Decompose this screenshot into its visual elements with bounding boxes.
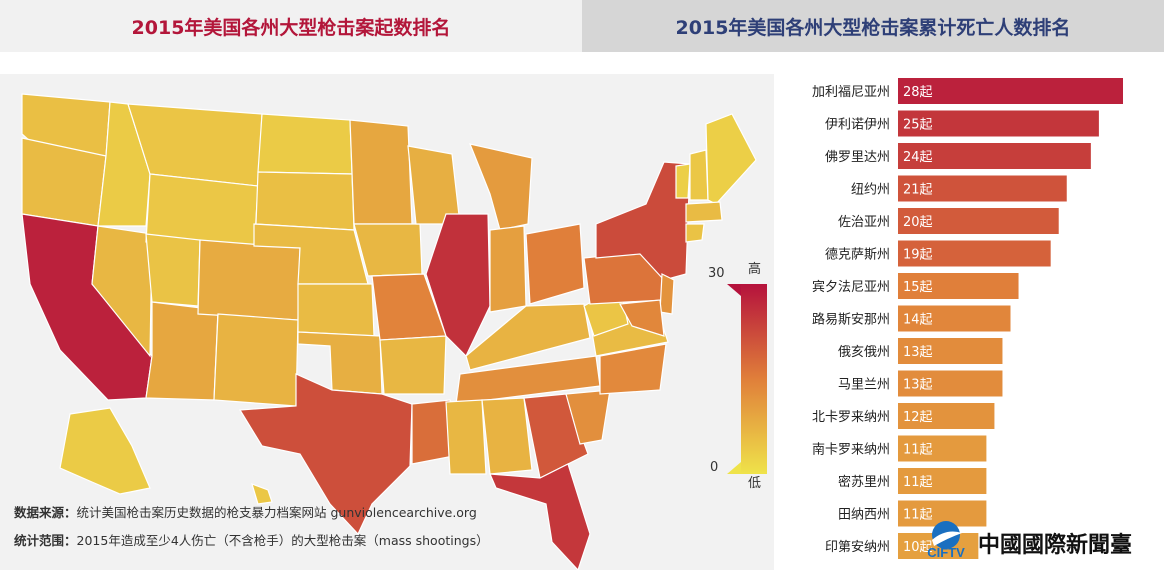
state-shapes (21, 93, 757, 570)
bar-category-label: 南卡罗来纳州 (812, 442, 890, 458)
source-note-value: 统计美国枪击案历史数据的枪支暴力档案网站 gunviolencearchive.… (76, 505, 477, 520)
maryland-state[interactable] (619, 299, 665, 337)
bar-row: 田纳西州 11起 (838, 500, 987, 527)
bar (898, 110, 1099, 137)
bar-row: 佐治亚州 20起 (838, 208, 1059, 234)
bar (898, 370, 1003, 397)
connecticut-state[interactable] (685, 223, 705, 243)
south-carolina-state[interactable] (565, 389, 611, 445)
bar-category-label: 路易斯安那州 (812, 312, 890, 328)
bar (898, 468, 987, 494)
bar-row: 纽约州 21起 (851, 175, 1067, 202)
bar (898, 143, 1091, 169)
choropleth-map-panel: 30 高 0 低 数据来源：统计美国枪击案历史数据的枪支暴力档案网站 gunvi… (0, 74, 774, 570)
bar-row: 加利福尼亚州 28起 (812, 78, 1123, 104)
bar-row: 宾夕法尼亚州 15起 (812, 273, 1019, 299)
bar-value-label: 15起 (903, 280, 933, 295)
bar-category-label: 佐治亚州 (838, 215, 890, 230)
bar (898, 240, 1051, 267)
bar-value-label: 20起 (903, 215, 933, 230)
bar-category-label: 北卡罗来纳州 (812, 410, 890, 425)
kentucky-state[interactable] (465, 303, 591, 371)
us-choropleth-map (21, 93, 767, 570)
legend-max-label: 30 (708, 266, 725, 281)
bar-value-label: 21起 (903, 183, 933, 198)
legend-min-label: 0 (710, 460, 719, 475)
bar (898, 78, 1123, 104)
vermont-state[interactable] (675, 163, 691, 199)
bar-row: 马里兰州 13起 (838, 370, 1003, 397)
bar-value-label: 14起 (903, 313, 933, 328)
source-note: 数据来源：统计美国枪击案历史数据的枪支暴力档案网站 gunviolencearc… (14, 502, 477, 521)
bar-row: 北卡罗来纳州 12起 (812, 403, 995, 429)
bar (898, 273, 1019, 299)
bar-category-label: 加利福尼亚州 (812, 85, 890, 100)
bar-row: 佛罗里达州 24起 (825, 143, 1091, 169)
new-york-state[interactable] (595, 161, 691, 281)
bar-value-label: 11起 (903, 508, 933, 523)
bar-category-label: 密苏里州 (838, 474, 890, 490)
legend-bottom-pointer (727, 462, 741, 474)
bar-row: 密苏里州 11起 (838, 468, 987, 494)
bar-category-label: 宾夕法尼亚州 (812, 279, 890, 295)
arkansas-state[interactable] (379, 335, 447, 395)
florida-state[interactable] (489, 463, 591, 570)
alaska-state[interactable] (59, 407, 151, 495)
bar-category-label: 伊利诺伊州 (825, 118, 890, 133)
bar-category-label: 俄亥俄州 (838, 345, 890, 360)
legend-high-label: 高 (748, 262, 762, 277)
bar-category-label: 印第安纳州 (825, 540, 890, 555)
bar-row: 印第安纳州 10起 (825, 533, 979, 559)
legend-gradient-bar (741, 284, 767, 474)
bar (898, 305, 1011, 332)
bar-category-label: 佛罗里达州 (825, 150, 890, 165)
color-legend (727, 284, 767, 474)
bar-category-label: 德克萨斯州 (825, 248, 890, 263)
bar-row: 德克萨斯州 19起 (825, 240, 1051, 267)
bar-category-label: 田纳西州 (838, 508, 890, 523)
bar (898, 208, 1059, 234)
bar-value-label: 25起 (903, 118, 933, 133)
ohio-state[interactable] (525, 223, 585, 305)
new-jersey-state[interactable] (659, 273, 675, 315)
scope-note-value: 2015年造成至少4人伤亡（不含枪手）的大型枪击案（mass shootings… (76, 533, 489, 548)
bar-value-label: 24起 (903, 150, 933, 165)
bar-value-label: 11起 (903, 443, 933, 458)
bar-category-label: 纽约州 (851, 183, 890, 198)
tab-incident-count[interactable]: 2015年美国各州大型枪击案起数排名 (0, 0, 582, 52)
maine-state[interactable] (705, 113, 757, 205)
bar-value-label: 28起 (903, 85, 933, 100)
bar-row: 伊利诺伊州 25起 (825, 110, 1099, 137)
bar-value-label: 11起 (903, 475, 933, 490)
massachusetts-state[interactable] (685, 201, 723, 223)
tab-bar: 2015年美国各州大型枪击案起数排名 2015年美国各州大型枪击案累计死亡人数排… (0, 0, 1164, 52)
north-carolina-state[interactable] (599, 343, 667, 395)
nevada-state[interactable] (91, 225, 153, 358)
tab-death-count[interactable]: 2015年美国各州大型枪击案累计死亡人数排名 (582, 0, 1164, 52)
bar (898, 175, 1067, 202)
bar-row: 南卡罗来纳州 11起 (812, 435, 987, 462)
bar-value-label: 13起 (903, 378, 933, 393)
texas-state[interactable] (238, 373, 413, 536)
bar (898, 403, 995, 429)
scope-note: 统计范围：2015年造成至少4人伤亡（不含枪手）的大型枪击案（mass shoo… (14, 530, 489, 549)
hawaii-state[interactable] (251, 483, 273, 505)
bar-value-label: 19起 (903, 248, 933, 263)
bar (898, 435, 987, 462)
mississippi-state[interactable] (445, 399, 487, 475)
bar-value-label: 10起 (903, 540, 933, 555)
bar-row: 路易斯安那州 14起 (812, 305, 1011, 332)
bar-value-label: 12起 (903, 410, 933, 425)
legend-low-label: 低 (748, 476, 762, 491)
bar-row: 俄亥俄州 13起 (838, 338, 1003, 364)
legend-top-pointer (727, 284, 741, 296)
alabama-state[interactable] (481, 397, 533, 475)
bar-category-label: 马里兰州 (838, 378, 890, 393)
source-note-key: 数据来源： (14, 505, 77, 520)
scope-note-key: 统计范围： (14, 533, 77, 548)
bar-value-label: 13起 (903, 345, 933, 360)
bar (898, 338, 1003, 364)
